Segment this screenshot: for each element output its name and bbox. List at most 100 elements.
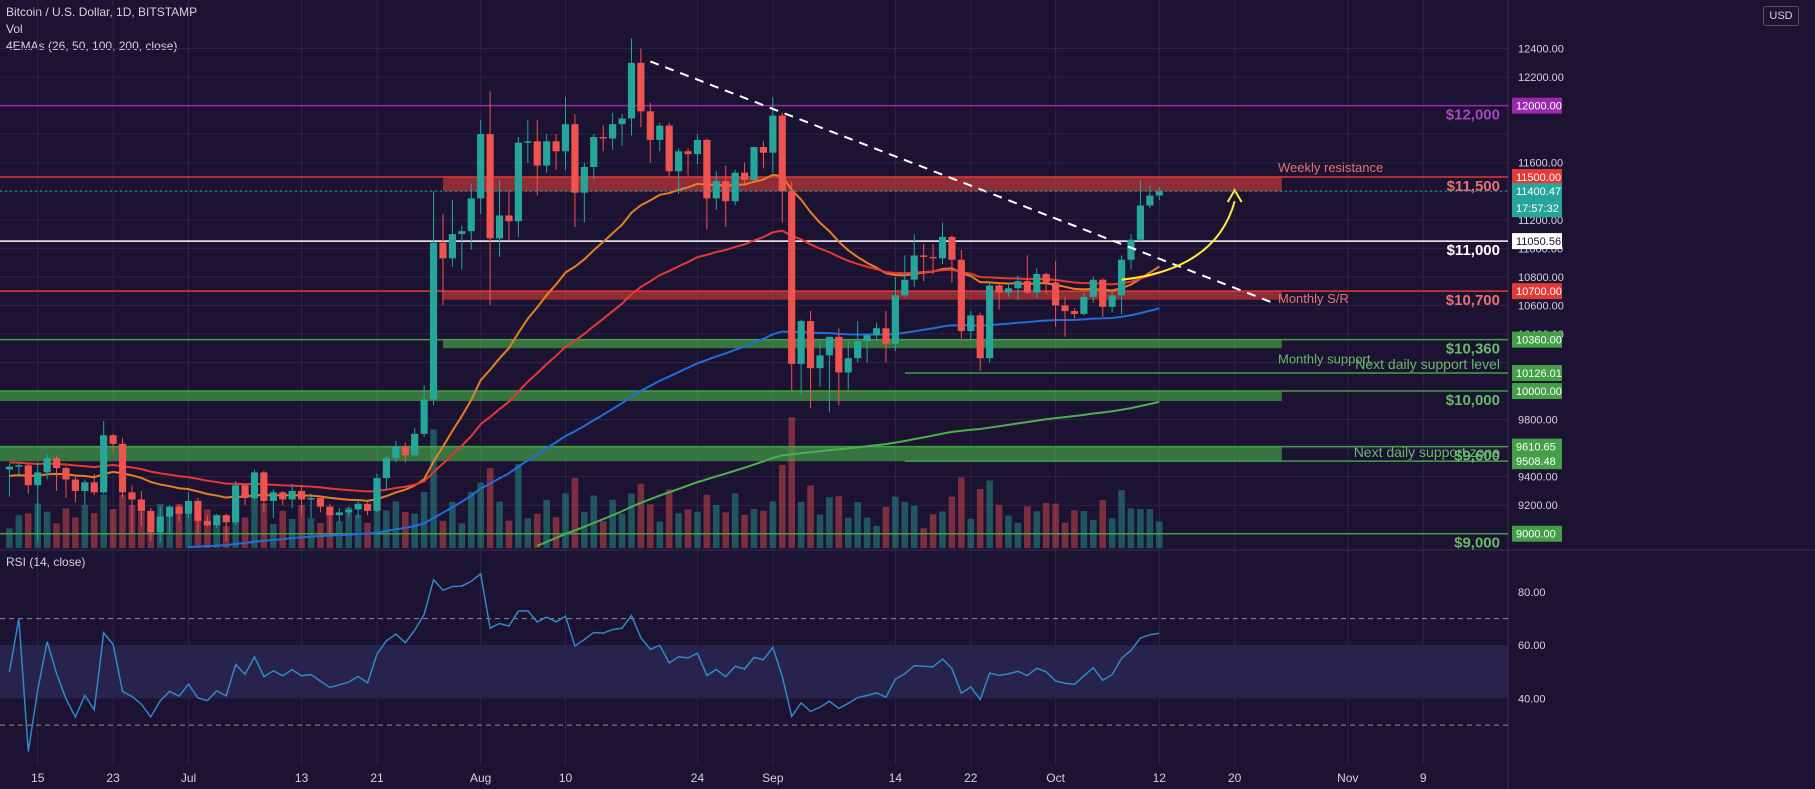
volume-bar [863, 517, 871, 548]
candle-body [250, 472, 259, 499]
candle-body [920, 255, 928, 257]
candle-body [646, 111, 654, 140]
candle-body [599, 137, 607, 139]
volume-bar [581, 512, 588, 548]
rsi-tick: 40.00 [1518, 693, 1546, 705]
price-tick: 12400.00 [1518, 44, 1564, 56]
volume-bar [769, 501, 777, 548]
candle-body [1155, 191, 1163, 196]
time-tick: 24 [691, 771, 705, 785]
volume-bar [1155, 521, 1163, 548]
candle-body [986, 285, 994, 359]
volume-bar [722, 512, 730, 548]
candle-body [420, 399, 428, 434]
candle-body [910, 255, 918, 280]
volume-bar [411, 513, 418, 548]
time-tick: 21 [370, 771, 384, 785]
ema-label: 4EMAs (26, 50, 100, 200, close) [6, 39, 178, 53]
candle-body [750, 147, 758, 180]
candle-body [1014, 281, 1022, 289]
candle-body [712, 181, 720, 199]
candle-body [495, 215, 504, 239]
price-tick: 10800.00 [1518, 272, 1564, 284]
volume-bar [383, 510, 390, 548]
volume-bar [684, 509, 692, 548]
volume-bar [204, 509, 211, 548]
candle-body [967, 315, 975, 332]
last-price-text: 11400.47 [1516, 186, 1561, 198]
volume-bar [1071, 510, 1078, 548]
volume-bar [694, 511, 701, 548]
volume-bar [609, 499, 616, 548]
volume-bar [279, 510, 287, 548]
candle-body [363, 503, 372, 511]
candle-body [175, 506, 183, 514]
candle-body [533, 141, 541, 166]
rsi-tick: 60.00 [1518, 640, 1546, 652]
price-tag-text: 11500.00 [1516, 172, 1561, 184]
candle-body [439, 242, 447, 259]
volume-bar [270, 524, 277, 548]
volume-bar [486, 468, 494, 548]
volume-bar [1014, 522, 1022, 548]
candle-body [307, 498, 315, 500]
candle-body [684, 151, 692, 155]
ema-lines [9, 173, 1160, 549]
candle-body [863, 335, 871, 342]
price-tick: 9800.00 [1518, 415, 1558, 427]
volume-bar [788, 417, 795, 548]
price-tag [1512, 365, 1562, 382]
candle-body [448, 234, 456, 259]
last-price-tag [1512, 183, 1562, 218]
volume-bar [760, 510, 767, 548]
candle-body [213, 515, 221, 526]
candles [5, 38, 1163, 543]
volume-bar [72, 517, 79, 548]
price-tick: 10600.00 [1518, 300, 1564, 312]
volume-bar [1137, 509, 1144, 548]
volume-bar [401, 512, 409, 548]
candle-body [34, 472, 42, 486]
level-label: $9,600 [1454, 448, 1500, 465]
candle-body [627, 62, 636, 119]
countdown-text: 17:57:32 [1516, 203, 1559, 215]
volume-bar [1024, 506, 1031, 548]
currency-button[interactable]: USD [1763, 6, 1799, 26]
candle-body [269, 492, 277, 501]
volume-bar [948, 496, 956, 548]
price-tag [1512, 97, 1562, 114]
volume-bar [590, 495, 598, 548]
price-tag [1512, 525, 1562, 542]
candle-body [1033, 274, 1041, 293]
candle-body [740, 172, 749, 180]
volume-bar [599, 521, 607, 548]
candle-body [1004, 288, 1013, 293]
candle-body [429, 242, 438, 400]
volume-bar [515, 464, 522, 548]
time-tick: Aug [470, 771, 491, 785]
volume-bar [1042, 503, 1050, 548]
candle-body [24, 465, 32, 486]
candle-body [222, 515, 230, 523]
volume-bar [109, 509, 117, 548]
candle-body [194, 500, 202, 521]
volume-bar [392, 501, 400, 548]
candle-body [109, 435, 117, 444]
ema-line [536, 400, 1160, 547]
time-tick: Nov [1337, 771, 1358, 785]
volume-bar [81, 505, 89, 548]
zone-label: Monthly S/R [1278, 291, 1349, 306]
price-tag-text: 12000.00 [1516, 101, 1562, 113]
zone [442, 339, 1282, 349]
volume-bar [1146, 509, 1154, 548]
price-axis: 12400.0012200.0011600.0011200.0011000.00… [1512, 44, 1564, 542]
candle-body [816, 355, 824, 369]
volume-bar [53, 523, 60, 548]
volume-bar [496, 501, 503, 548]
time-tick: 12 [1153, 771, 1167, 785]
volume-bar [260, 503, 268, 548]
volume-bar [958, 477, 965, 548]
candle-body [62, 468, 70, 480]
candle-body [675, 151, 683, 172]
time-tick: 20 [1228, 771, 1242, 785]
